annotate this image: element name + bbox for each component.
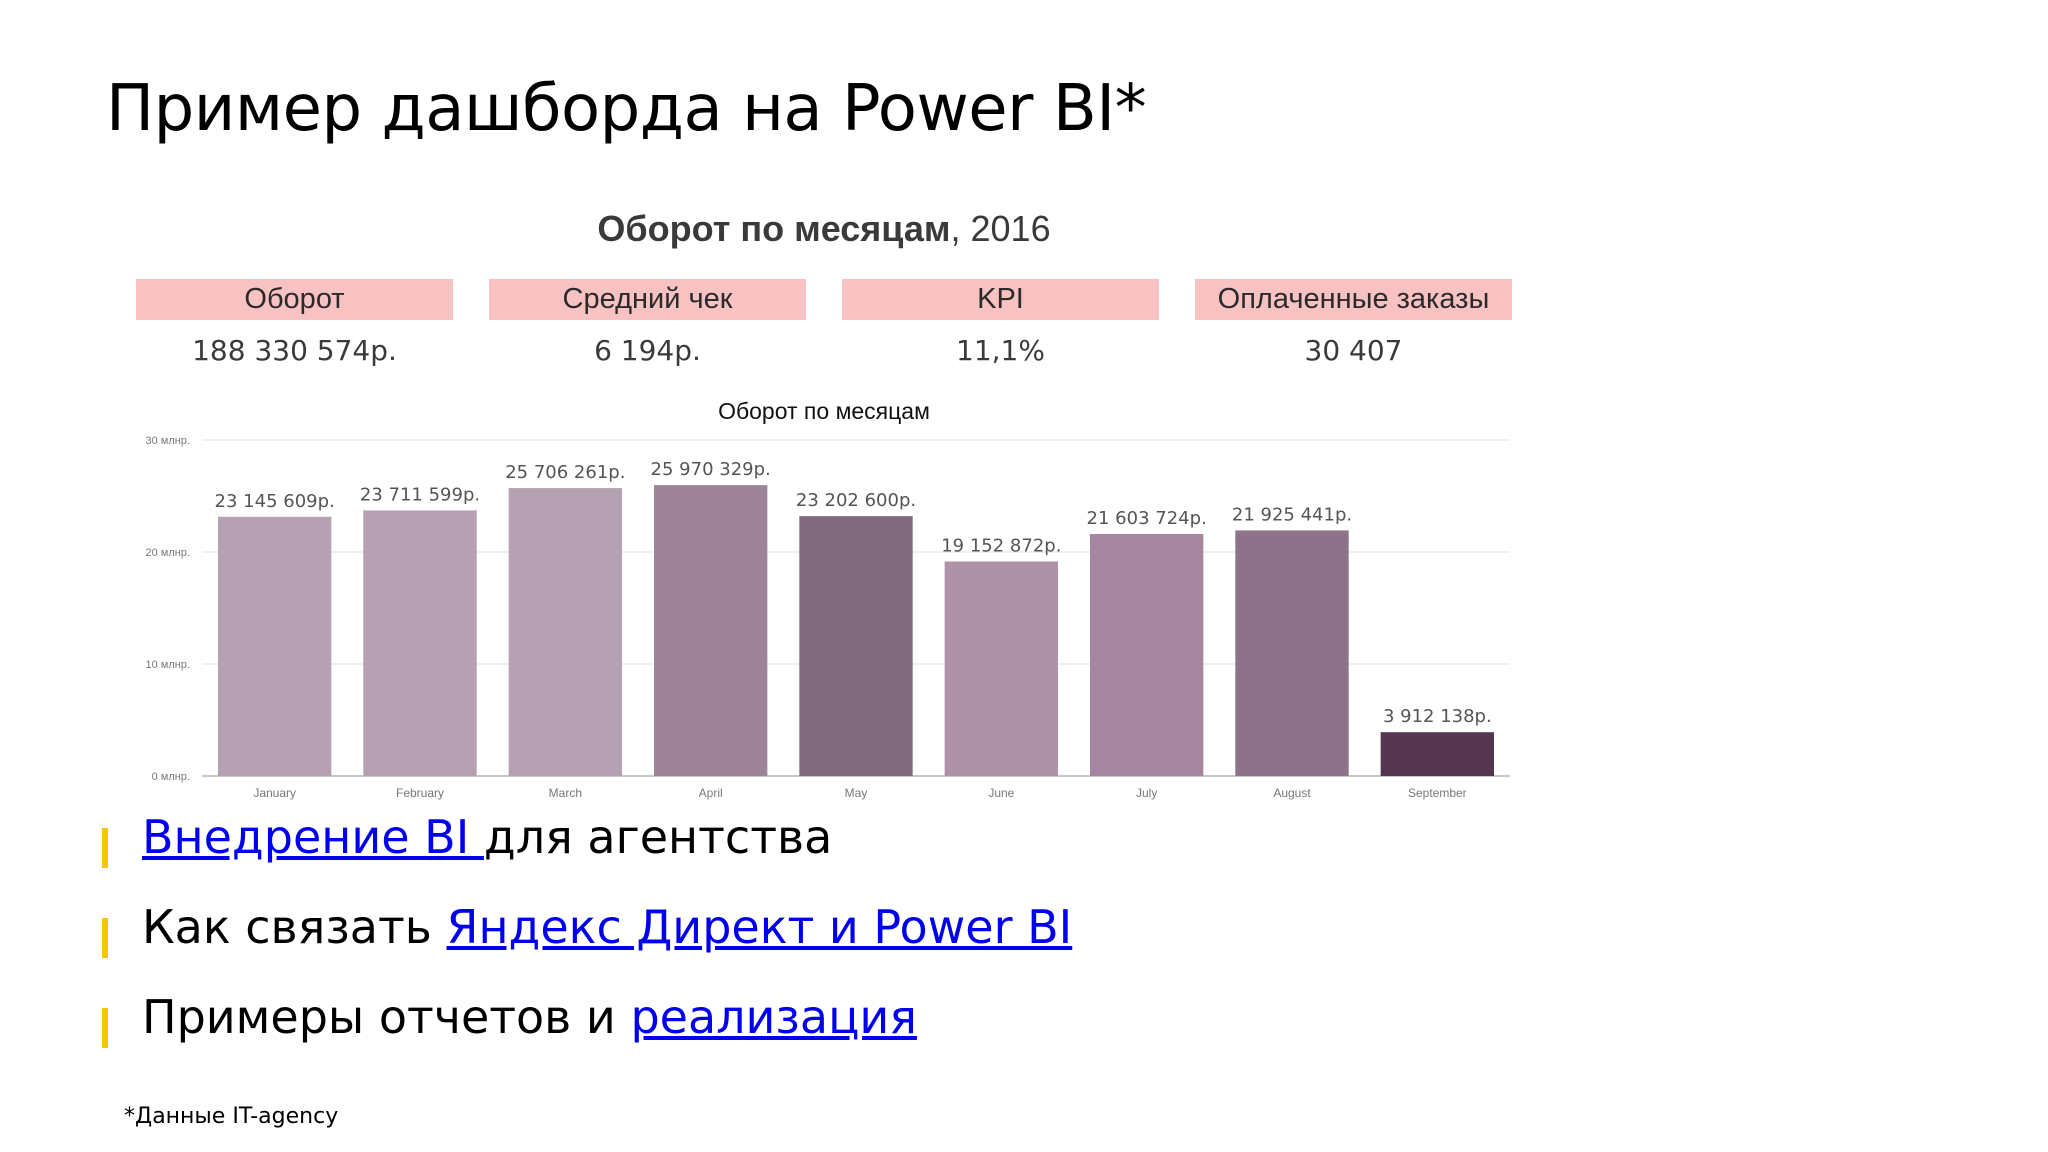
bullet-item: Примеры отчетов и реализация	[102, 990, 1072, 1080]
bullet-marker	[102, 918, 108, 958]
y-tick-label: 30 млнр.	[145, 435, 190, 447]
dashboard-heading: Оборот по месяцам, 2016	[136, 208, 1512, 250]
data-label: 19 152 872р.	[941, 535, 1061, 556]
kpi-label: Оборот	[136, 279, 453, 320]
dashboard-heading-year: , 2016	[950, 208, 1051, 249]
bi-implementation-link[interactable]: Внедрение BI	[142, 810, 484, 864]
data-label: 23 711 599р.	[360, 484, 480, 505]
bullet-text: Как связать	[142, 900, 447, 954]
kpi-label: Оплаченные заказы	[1195, 279, 1512, 320]
slide-title: Пример дашборда на Power BI*	[106, 72, 1147, 146]
bullet-item: Внедрение BI для агентства	[102, 810, 1072, 900]
kpi-value: 6 194р.	[594, 334, 701, 367]
chart-title: Оборот по месяцам	[718, 398, 930, 424]
bar-april	[653, 485, 768, 776]
kpi-card-average-check: Средний чек 6 194р.	[489, 279, 806, 367]
x-tick-label: February	[396, 786, 444, 800]
x-tick-label: March	[549, 786, 582, 800]
bar-january	[217, 516, 332, 776]
x-tick-label: August	[1273, 786, 1311, 800]
implementation-link[interactable]: реализация	[630, 990, 917, 1044]
bullet-list: Внедрение BI для агентства Как связать Я…	[102, 810, 1072, 1080]
yandex-direct-power-bi-link[interactable]: Яндекс Директ и Power BI	[446, 900, 1073, 954]
bar-may	[799, 516, 913, 776]
kpi-label: Средний чек	[489, 279, 806, 320]
data-label: 3 912 138р.	[1383, 706, 1492, 727]
x-tick-label: January	[253, 786, 296, 800]
y-tick-label: 10 млнр.	[145, 659, 190, 671]
dashboard-heading-bold: Оборот по месяцам	[597, 208, 951, 249]
x-tick-label: June	[988, 786, 1014, 800]
bar-june	[944, 561, 1059, 776]
kpi-label: KPI	[842, 279, 1159, 320]
data-label: 25 706 261р.	[505, 462, 625, 483]
y-tick-label: 20 млнр.	[145, 547, 190, 559]
kpi-card-turnover: Оборот 188 330 574р.	[136, 279, 453, 367]
kpi-value: 11,1%	[956, 334, 1045, 367]
data-label: 21 603 724р.	[1087, 508, 1207, 529]
x-tick-label: September	[1408, 786, 1467, 800]
y-tick-label: 0 млнр.	[152, 771, 190, 783]
bullet-text: для агентства	[483, 810, 833, 864]
bar-august	[1235, 530, 1349, 776]
data-label: 25 970 329р.	[651, 459, 771, 480]
x-tick-label: July	[1136, 786, 1157, 800]
data-label: 23 202 600р.	[796, 490, 916, 511]
bar-september	[1380, 732, 1495, 776]
bar-july	[1089, 534, 1204, 776]
kpi-card-paid-orders: Оплаченные заказы 30 407	[1195, 279, 1512, 367]
kpi-value: 30 407	[1304, 334, 1403, 367]
kpi-value: 188 330 574р.	[192, 334, 397, 367]
bar-february	[363, 510, 477, 776]
data-label: 21 925 441р.	[1232, 504, 1352, 525]
bullet-text: Примеры отчетов и	[142, 990, 631, 1044]
bullet-item: Как связать Яндекс Директ и Power BI	[102, 900, 1072, 990]
bullet-marker	[102, 1008, 108, 1048]
bar-chart: 0 млнр. 10 млнр. 20 млнр. 30 млнр. 23 145 60…	[145, 435, 1510, 800]
x-tick-label: April	[699, 786, 723, 800]
footnote: *Данные IT-agency	[124, 1104, 339, 1129]
kpi-card-kpi: KPI 11,1%	[842, 279, 1159, 367]
bar-march	[508, 488, 623, 776]
data-label: 23 145 609р.	[215, 491, 335, 512]
bullet-marker	[102, 828, 108, 868]
x-tick-label: May	[845, 786, 868, 800]
